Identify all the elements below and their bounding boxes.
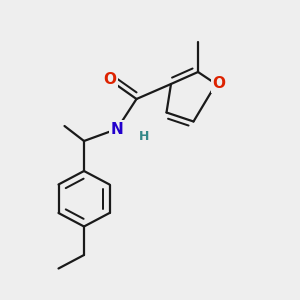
Text: H: H xyxy=(139,130,149,143)
Text: N: N xyxy=(111,122,123,136)
Text: O: O xyxy=(103,72,116,87)
Text: O: O xyxy=(212,76,226,92)
